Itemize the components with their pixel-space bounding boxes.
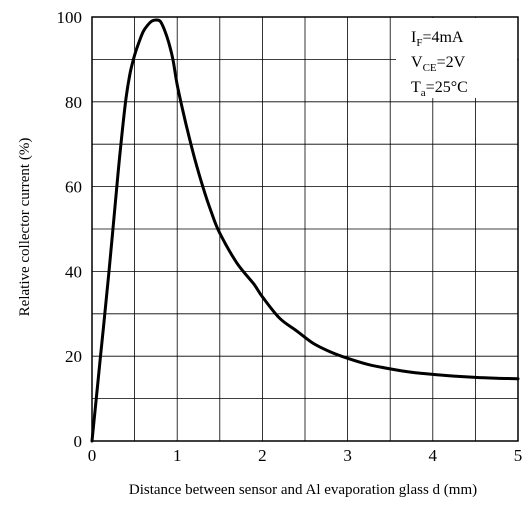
x-axis-title: Distance between sensor and Al evaporati…: [129, 482, 477, 498]
series-line: [90, 18, 520, 443]
x-tick-label: 0: [88, 446, 97, 465]
condition-vce: VCE=2V: [411, 54, 466, 74]
y-tick-label: 40: [65, 262, 82, 281]
x-tick-label: 5: [514, 446, 523, 465]
condition-ta: Ta=25°C: [411, 79, 468, 99]
condition-if: IF=4mA: [411, 29, 464, 49]
y-tick-label: 0: [74, 432, 83, 451]
y-tick-labels: 0 20 40 60 80 100: [57, 8, 83, 451]
y-tick-label: 100: [57, 8, 83, 27]
y-tick-label: 80: [65, 93, 82, 112]
y-tick-label: 20: [65, 347, 82, 366]
y-tick-label: 60: [65, 178, 82, 197]
x-tick-label: 4: [429, 446, 438, 465]
plot-frame: [91, 16, 519, 442]
grid: [92, 17, 518, 441]
x-tick-label: 1: [173, 446, 182, 465]
x-tick-label: 2: [258, 446, 267, 465]
conditions-box: IF=4mA VCE=2V Ta=25°C: [396, 18, 517, 99]
y-axis-title: Relative collector current (%): [17, 138, 33, 317]
x-tick-label: 3: [343, 446, 352, 465]
x-tick-labels: 0 1 2 3 4 5: [88, 446, 523, 465]
conditions-box-background: [396, 18, 517, 98]
